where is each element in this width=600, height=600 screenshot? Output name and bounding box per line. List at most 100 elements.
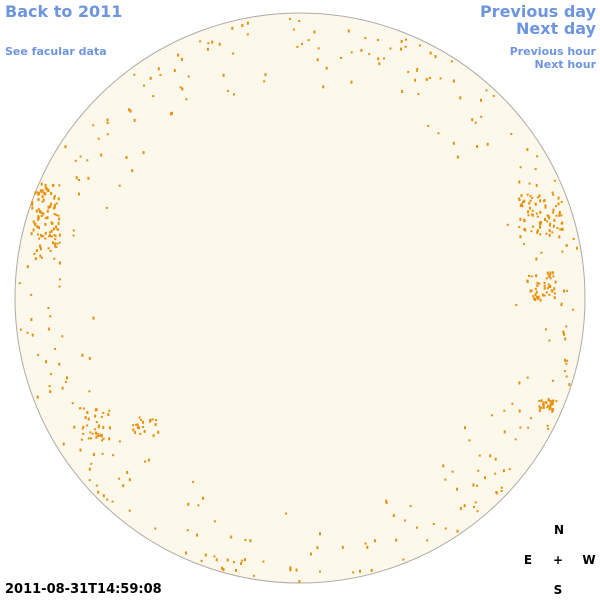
facula: [464, 426, 466, 430]
facula: [37, 354, 40, 357]
facula: [226, 558, 229, 562]
facula: [563, 332, 566, 336]
facula: [477, 469, 480, 472]
back-link[interactable]: Back to 2011: [5, 2, 123, 21]
facula: [54, 195, 56, 198]
facula: [246, 21, 249, 25]
facula: [74, 159, 77, 162]
facula: [557, 196, 560, 200]
facula: [42, 235, 45, 238]
facula: [47, 247, 50, 250]
facula: [551, 271, 554, 275]
facula: [540, 251, 543, 254]
facula: [528, 206, 531, 210]
facula: [474, 501, 477, 504]
facula: [33, 253, 36, 255]
facula: [87, 437, 90, 440]
facula: [563, 370, 566, 373]
facula: [48, 385, 51, 387]
facula: [249, 539, 252, 543]
facula: [51, 183, 54, 187]
facula: [559, 228, 562, 231]
facula: [531, 197, 534, 199]
facula: [403, 519, 406, 522]
facula: [545, 291, 548, 294]
facula: [88, 467, 91, 471]
facula: [144, 460, 146, 463]
facula: [30, 232, 33, 236]
next-day-link[interactable]: Next day: [516, 19, 596, 38]
facula: [546, 424, 549, 427]
facula: [80, 438, 83, 441]
facula: [66, 376, 68, 380]
facula: [528, 274, 530, 277]
facula: [538, 405, 541, 408]
facula: [149, 76, 152, 80]
facula: [566, 289, 569, 292]
facula: [199, 40, 202, 43]
facula: [72, 234, 75, 237]
facula: [92, 316, 95, 320]
facula: [108, 409, 111, 412]
facula: [197, 504, 200, 507]
facula: [135, 423, 138, 426]
facula: [378, 62, 381, 66]
facula: [133, 73, 136, 76]
facula: [522, 201, 524, 203]
facula: [38, 210, 41, 213]
facula: [528, 201, 531, 205]
facula: [47, 327, 50, 331]
facula: [480, 115, 483, 118]
next-hour-link[interactable]: Next hour: [534, 58, 597, 71]
facula: [151, 418, 154, 421]
facula: [37, 197, 40, 201]
facula: [157, 67, 160, 71]
facula: [179, 86, 182, 89]
compass-north: N: [553, 523, 565, 537]
facula: [36, 395, 39, 399]
facula: [450, 60, 453, 63]
facula: [545, 232, 548, 235]
previous-hour-link[interactable]: Previous hour: [509, 45, 596, 58]
facula: [385, 499, 388, 503]
facula: [49, 204, 52, 207]
facula: [221, 566, 223, 570]
facula: [539, 225, 541, 229]
facula: [416, 67, 419, 70]
facula: [539, 407, 542, 411]
facula: [222, 568, 225, 572]
facular-link[interactable]: See facular data: [5, 45, 107, 58]
facula: [192, 480, 195, 483]
facula: [34, 191, 37, 195]
facula: [37, 233, 39, 236]
previous-day-link[interactable]: Previous day: [479, 2, 596, 21]
facula: [526, 376, 529, 379]
facula: [32, 220, 35, 224]
facula: [565, 244, 568, 247]
facula: [534, 293, 537, 297]
facula: [539, 233, 542, 236]
facula: [95, 484, 98, 487]
facula: [370, 568, 373, 572]
facula: [142, 420, 144, 424]
facula: [549, 222, 551, 225]
facula: [159, 74, 162, 77]
facula: [543, 199, 546, 202]
facula: [126, 471, 129, 474]
facula: [545, 277, 548, 280]
facula: [529, 195, 532, 198]
facula: [34, 257, 37, 261]
facula: [36, 225, 39, 229]
facula: [88, 479, 91, 482]
facula: [500, 490, 503, 492]
facula: [546, 271, 549, 275]
facula: [352, 571, 355, 574]
facula: [558, 235, 561, 239]
facula: [58, 285, 61, 288]
facula: [560, 214, 563, 217]
facula: [39, 189, 42, 193]
facula: [82, 432, 85, 435]
facula: [50, 229, 53, 233]
facula: [264, 73, 267, 77]
facula: [536, 296, 539, 300]
